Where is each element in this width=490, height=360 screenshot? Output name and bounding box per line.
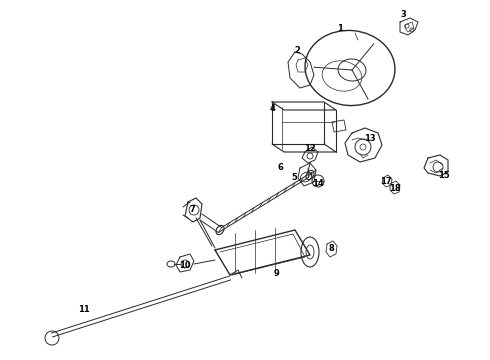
Text: 5: 5 <box>291 172 297 181</box>
Text: 7: 7 <box>189 204 195 213</box>
Text: 2: 2 <box>294 45 300 54</box>
Text: 17: 17 <box>380 176 392 185</box>
Text: 3: 3 <box>400 9 406 18</box>
Text: 8: 8 <box>328 243 334 252</box>
Text: 18: 18 <box>389 184 401 193</box>
Text: 12: 12 <box>304 144 316 153</box>
Text: 10: 10 <box>179 261 191 270</box>
Text: 6: 6 <box>277 162 283 171</box>
Text: 9: 9 <box>274 269 280 278</box>
Text: 13: 13 <box>364 134 376 143</box>
Text: 11: 11 <box>78 306 90 315</box>
Text: 4: 4 <box>269 104 275 113</box>
Text: 1: 1 <box>337 23 343 32</box>
Text: 14: 14 <box>312 179 324 188</box>
Text: 15: 15 <box>438 171 450 180</box>
